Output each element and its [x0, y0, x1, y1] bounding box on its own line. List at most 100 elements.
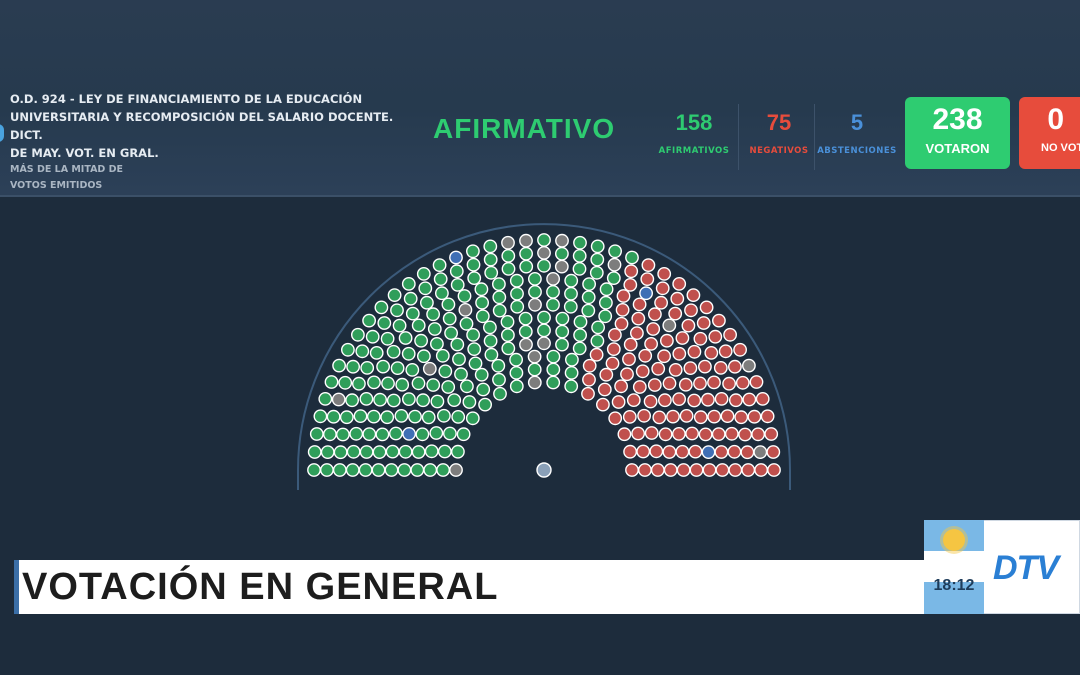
deputy-seat [644, 336, 658, 351]
deputy-seat [359, 445, 374, 459]
deputy-seat [429, 426, 444, 440]
deputy-seat [614, 316, 629, 331]
deputy-seat [360, 360, 375, 375]
deputy-seat [707, 375, 721, 390]
deputy-seat [624, 264, 639, 279]
abstenciones-value: 5 [850, 110, 864, 135]
deputy-seat [458, 303, 473, 317]
deputy-seat [484, 347, 499, 362]
deputy-seat [662, 376, 677, 391]
deputy-seat [741, 463, 756, 477]
deputy-seat [760, 409, 775, 424]
deputy-seat [483, 239, 498, 254]
deputy-seat [699, 300, 714, 315]
motion-title-line: O.D. 924 - LEY DE FINANCIAMIENTO DE LA E… [10, 92, 363, 106]
deputy-seat [500, 315, 515, 329]
deputy-seat [441, 380, 456, 394]
deputy-seat [701, 392, 715, 407]
deputy-seat [638, 463, 652, 477]
deputy-seat [381, 376, 395, 391]
deputy-seat [444, 326, 458, 341]
deputy-seat [698, 359, 712, 374]
deputy-seat [652, 410, 667, 425]
deputy-seat [441, 297, 456, 312]
deputy-seat [355, 344, 370, 359]
deputy-seat [401, 277, 416, 291]
abstenciones-count: 5 ABSTENCIONES [814, 104, 899, 170]
deputy-seat [519, 259, 534, 274]
deputy-seat [638, 348, 653, 363]
deputy-seat [668, 362, 683, 377]
chamber-hemicycle [297, 223, 791, 490]
deputy-seat [424, 444, 439, 459]
deputy-seat [537, 310, 551, 325]
deputy-seat [554, 259, 569, 274]
deputy-seat [442, 426, 457, 441]
deputy-seat [546, 349, 561, 364]
deputy-seat [693, 410, 708, 425]
deputy-seat [735, 375, 750, 390]
motion-title-line: DE MAY. VOT. EN GRAL. [10, 146, 159, 160]
deputy-seat [465, 244, 480, 259]
deputy-seat [380, 331, 395, 346]
deputy-seat [373, 392, 387, 407]
deputy-seat [658, 393, 672, 408]
deputy-seat [622, 352, 636, 367]
deputy-seat [509, 273, 524, 288]
deputy-seat [663, 463, 678, 477]
deputy-seat [693, 331, 708, 346]
deputy-seat [742, 358, 756, 373]
deputy-seat [401, 392, 416, 407]
deputy-seat [416, 349, 431, 364]
deputy-seat [390, 361, 405, 376]
deputy-seat [346, 444, 361, 459]
deputy-seat [307, 445, 322, 459]
deputy-seat [411, 445, 426, 459]
deputy-seat [655, 281, 670, 296]
deputy-seat [402, 426, 416, 441]
deputy-seat [447, 393, 462, 408]
deputy-seat [729, 393, 743, 408]
afirmativos-label: AFIRMATIVOS [658, 146, 730, 156]
deputy-seat [590, 252, 605, 267]
deputy-seat [718, 344, 733, 359]
deputy-seat [582, 372, 596, 387]
motion-title-line: UNIVERSITARIA Y RECOMPOSICIÓN DEL SALARI… [10, 110, 394, 142]
lower-third-banner [14, 560, 929, 614]
deputy-seat [546, 375, 561, 390]
deputy-seat [384, 463, 399, 477]
deputy-seat [658, 427, 673, 442]
deputy-seat [326, 409, 341, 424]
deputy-seat [589, 265, 604, 280]
deputy-seat [740, 445, 755, 460]
deputy-seat [426, 307, 440, 322]
deputy-seat [491, 277, 506, 292]
deputy-seat [442, 311, 457, 326]
deputy-seat [596, 397, 610, 412]
banner-title: VOTACIÓN EN GENERAL [22, 566, 499, 608]
deputy-seat [527, 375, 542, 390]
deputy-seat [362, 313, 376, 328]
deputy-seat [408, 409, 422, 424]
deputy-seat [416, 393, 430, 408]
deputy-seat [313, 409, 328, 424]
deputy-seat [359, 391, 374, 406]
indicator-dot [0, 124, 4, 142]
deputy-seat [449, 463, 463, 477]
deputy-seat [693, 376, 707, 391]
negativos-label: NEGATIVOS [749, 146, 809, 156]
deputy-seat [724, 426, 739, 441]
deputy-seat [615, 303, 630, 317]
deputy-seat [450, 278, 465, 292]
deputy-seat [397, 463, 412, 477]
deputy-seat [398, 444, 413, 459]
deputy-seat [555, 324, 570, 339]
deputy-seat [474, 367, 489, 382]
deputy-seat [625, 463, 639, 477]
deputy-seat [625, 250, 639, 265]
deputy-seat [701, 445, 716, 460]
deputy-seat [395, 377, 410, 392]
deputy-seat [528, 285, 542, 299]
deputy-seat [537, 258, 551, 273]
deputy-seat [335, 427, 350, 442]
